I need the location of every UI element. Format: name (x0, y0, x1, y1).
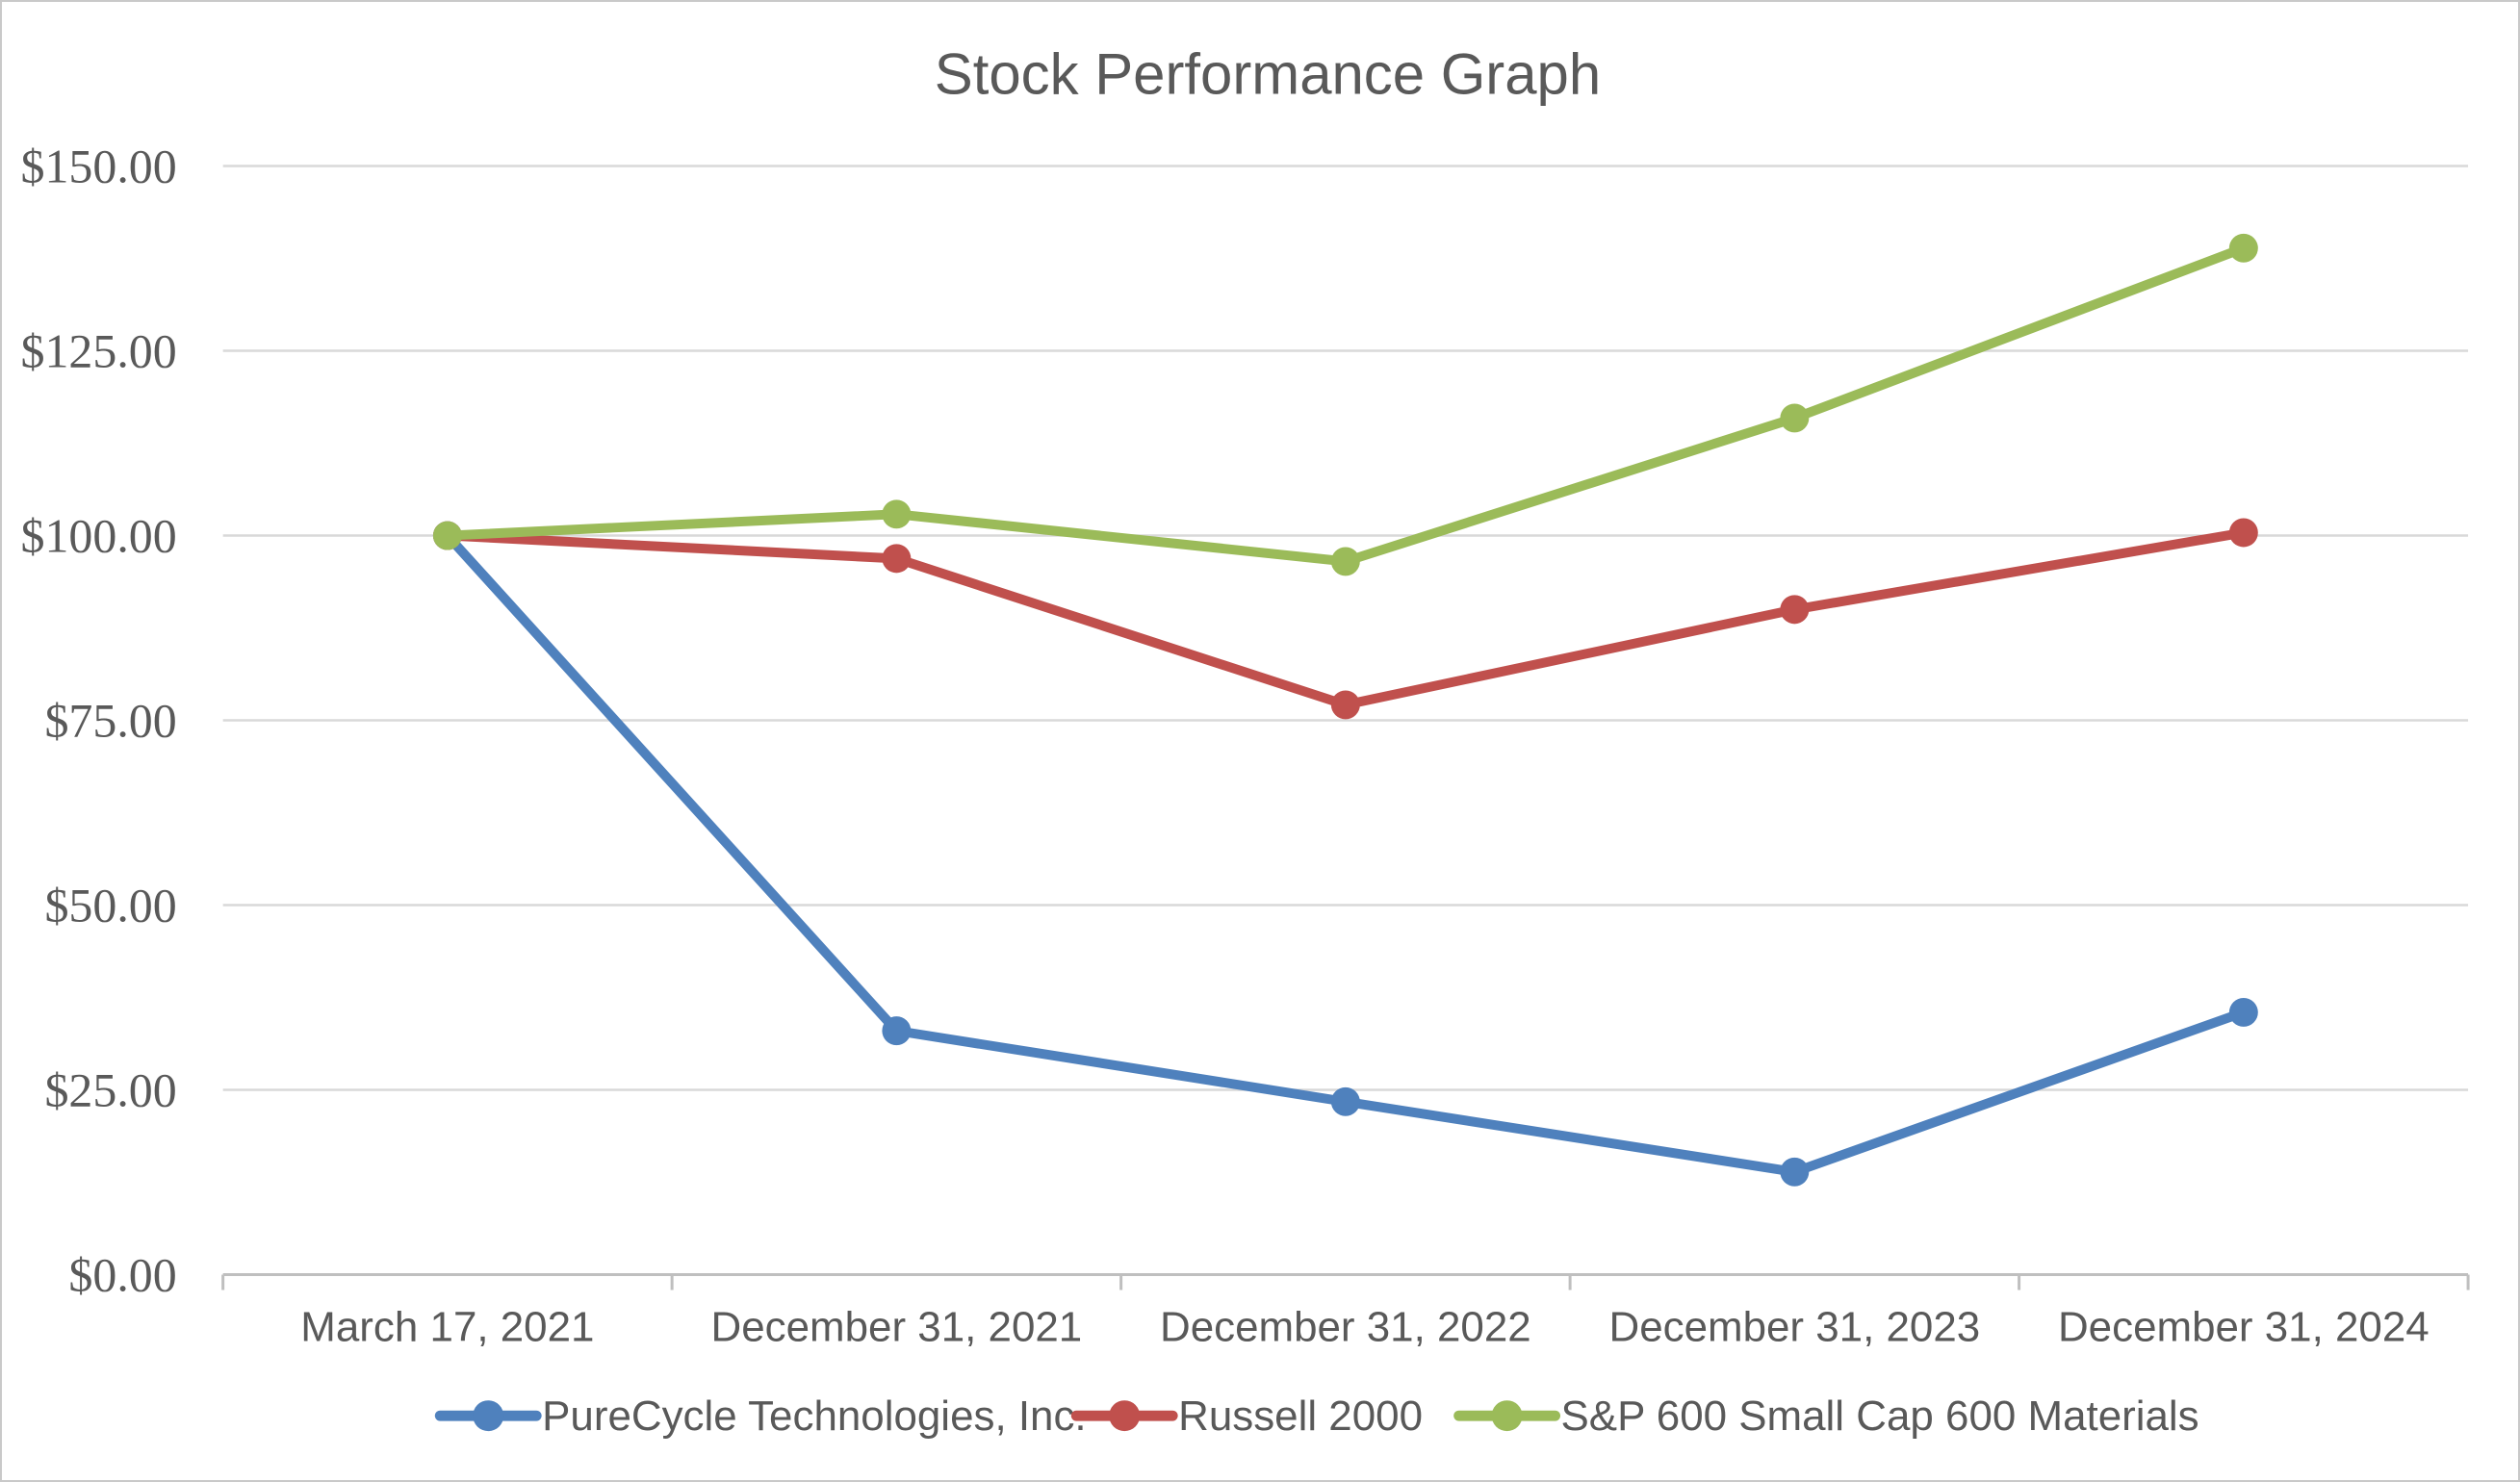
x-tick-label: December 31, 2022 (1160, 1303, 1531, 1350)
legend-label: PureCycle Technologies, Inc. (542, 1393, 1087, 1440)
y-tick-label: $50.00 (44, 880, 176, 933)
data-point-s-p-600-small-cap-600-materials (882, 499, 912, 529)
legend-marker-icon (1491, 1400, 1523, 1432)
y-tick-label: $150.00 (21, 141, 177, 193)
legend-marker-icon (1109, 1400, 1141, 1432)
x-tick-label: March 17, 2021 (300, 1303, 594, 1350)
y-axis-labels: $0.00 $25.00 $50.00 $75.00 $100.00 $125.00 $15… (21, 141, 177, 1302)
data-point-russell-2000 (1330, 690, 1360, 720)
legend-item-3: S&P 600 Small Cap 600 Materials (1453, 1393, 2199, 1440)
data-point-purecycle-technologies-inc (2228, 997, 2258, 1027)
x-axis-labels: March 17, 2021 December 31, 2021 December … (300, 1303, 2429, 1350)
data-point-s-p-600-small-cap-600-materials (2228, 233, 2258, 263)
series-lines (432, 233, 2258, 1187)
data-point-purecycle-technologies-inc (1330, 1086, 1360, 1116)
y-tick-label: $75.00 (44, 695, 176, 748)
legend-item-1: PureCycle Technologies, Inc. (434, 1393, 1087, 1440)
legend-label: Russell 2000 (1178, 1393, 1423, 1440)
data-point-russell-2000 (2228, 518, 2258, 548)
y-tick-label: $125.00 (21, 325, 177, 378)
data-point-russell-2000 (882, 544, 912, 574)
gridlines (222, 165, 2469, 1091)
legend-label: S&P 600 Small Cap 600 Materials (1561, 1393, 2199, 1440)
y-tick-label: $0.00 (68, 1249, 176, 1302)
y-tick-label: $100.00 (21, 510, 177, 563)
data-point-s-p-600-small-cap-600-materials (1330, 547, 1360, 576)
legend: PureCycle Technologies, Inc. Russell 2000… (434, 1393, 2199, 1440)
data-point-purecycle-technologies-inc (1780, 1157, 1810, 1187)
x-tick-label: December 31, 2021 (711, 1303, 1083, 1350)
data-point-s-p-600-small-cap-600-materials (1780, 403, 1810, 433)
data-point-purecycle-technologies-inc (882, 1016, 912, 1046)
series-line-s-p-600-small-cap-600-materials (442, 243, 2249, 567)
x-tick-label: December 31, 2024 (2058, 1303, 2430, 1350)
data-point-russell-2000 (1780, 595, 1810, 625)
data-point-s-p-600-small-cap-600-materials (432, 521, 462, 550)
legend-marker-icon (473, 1400, 504, 1432)
series-line-purecycle-technologies-inc (442, 530, 2249, 1177)
chart-title: Stock Performance Graph (935, 42, 1601, 107)
x-tick-label: December 31, 2023 (1608, 1303, 1980, 1350)
legend-item-2: Russell 2000 (1070, 1393, 1423, 1440)
y-tick-label: $25.00 (44, 1064, 176, 1117)
category-axis (221, 1273, 2470, 1290)
